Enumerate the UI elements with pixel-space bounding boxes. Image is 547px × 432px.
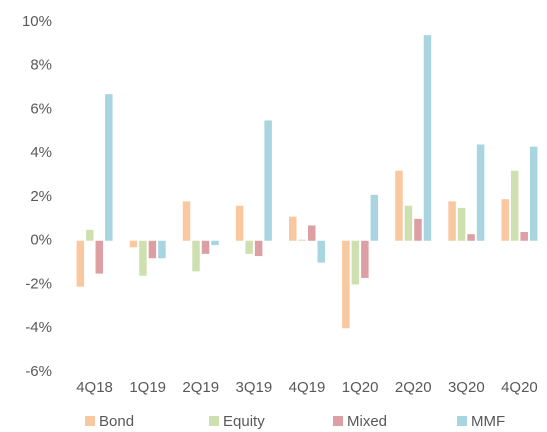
bar — [139, 240, 147, 276]
x-tick-label: 1Q20 — [342, 379, 379, 396]
bar — [201, 240, 210, 254]
bar — [361, 240, 369, 278]
bar — [76, 240, 85, 287]
x-tick-label: 3Q20 — [448, 379, 485, 396]
x-tick-label: 3Q19 — [236, 379, 273, 396]
bar — [264, 120, 272, 241]
bar — [235, 205, 244, 241]
bar — [317, 240, 325, 263]
legend-label: Bond — [99, 413, 134, 430]
bar — [467, 234, 475, 241]
x-tick-label: 2Q19 — [182, 379, 219, 396]
bar — [95, 240, 104, 274]
bar — [423, 35, 432, 241]
bar — [342, 240, 350, 329]
y-tick-label: 2% — [30, 188, 52, 205]
legend-swatch — [85, 416, 95, 426]
bar — [370, 194, 379, 241]
bar — [182, 201, 191, 241]
bar — [245, 240, 253, 254]
bar — [351, 240, 360, 285]
bar — [476, 144, 485, 241]
legend-label: Equity — [223, 413, 265, 430]
bar — [129, 240, 138, 248]
y-tick-label: 4% — [30, 144, 52, 161]
y-tick-label: -6% — [25, 363, 52, 380]
bar — [404, 205, 413, 241]
y-tick-label: -4% — [25, 319, 52, 336]
bar — [86, 229, 94, 241]
bar — [289, 216, 297, 241]
bar — [254, 240, 263, 257]
y-tick-label: -2% — [25, 275, 52, 292]
x-tick-label: 4Q18 — [76, 379, 113, 396]
bar — [510, 170, 519, 241]
y-tick-label: 6% — [30, 100, 52, 117]
y-tick-label: 0% — [30, 232, 52, 249]
x-tick-label: 1Q19 — [129, 379, 166, 396]
legend-swatch — [209, 416, 219, 426]
bar — [448, 201, 456, 241]
legend-label: MMF — [471, 413, 505, 430]
x-tick-label: 4Q20 — [501, 379, 538, 396]
bar — [148, 240, 157, 259]
y-tick-label: 8% — [30, 57, 52, 74]
bar — [501, 199, 509, 241]
bar — [414, 218, 422, 241]
bar — [298, 239, 306, 241]
legend-swatch — [333, 416, 343, 426]
x-tick-label: 4Q19 — [289, 379, 326, 396]
bar — [308, 225, 316, 241]
y-tick-label: 10% — [22, 13, 52, 30]
x-tick-label: 2Q20 — [395, 379, 432, 396]
bar — [520, 232, 528, 241]
legend-swatch — [457, 416, 467, 426]
bar — [457, 207, 466, 241]
bar — [395, 170, 403, 241]
bar — [211, 240, 219, 246]
bar — [158, 240, 166, 259]
legend-label: Mixed — [347, 413, 387, 430]
bar — [105, 94, 113, 241]
bar — [192, 240, 200, 272]
bar — [529, 146, 538, 241]
